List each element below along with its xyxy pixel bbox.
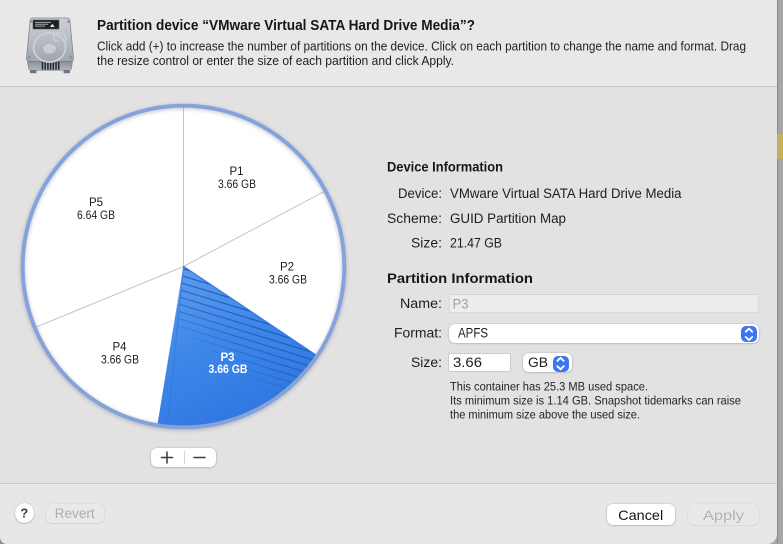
svg-text:3.66 GB: 3.66 GB bbox=[218, 179, 256, 191]
svg-text:GUID Partition Map: GUID Partition Map bbox=[450, 211, 566, 226]
svg-text:Device Information: Device Information bbox=[387, 160, 503, 175]
svg-text:P1: P1 bbox=[229, 166, 243, 178]
svg-text:6.64 GB: 6.64 GB bbox=[77, 210, 115, 222]
svg-text:Cancel: Cancel bbox=[618, 507, 663, 523]
svg-text:the minimum size above the use: the minimum size above the used size. bbox=[450, 408, 640, 422]
svg-text:P4: P4 bbox=[112, 341, 127, 353]
svg-text:Size:: Size: bbox=[411, 355, 442, 370]
svg-text:APFS: APFS bbox=[458, 325, 488, 340]
svg-text:Size:: Size: bbox=[411, 235, 442, 250]
svg-text:3.66 GB: 3.66 GB bbox=[209, 364, 248, 376]
svg-text:Revert: Revert bbox=[55, 506, 95, 521]
svg-text:the resize control or enter th: the resize control or enter the size of … bbox=[97, 53, 454, 68]
svg-text:Click add (+) to increase the: Click add (+) to increase the number of … bbox=[97, 38, 746, 53]
svg-text:Partition device “VMware Virtu: Partition device “VMware Virtual SATA Ha… bbox=[97, 18, 475, 34]
svg-text:?: ? bbox=[20, 505, 28, 520]
svg-text:Format:: Format: bbox=[394, 325, 442, 340]
svg-text:GB: GB bbox=[528, 355, 548, 370]
svg-text:Apply: Apply bbox=[703, 507, 744, 523]
svg-text:P2: P2 bbox=[280, 261, 294, 273]
svg-text:Scheme:: Scheme: bbox=[387, 211, 442, 226]
svg-text:P3: P3 bbox=[220, 352, 234, 364]
svg-text:21.47 GB: 21.47 GB bbox=[450, 235, 502, 250]
svg-text:P3: P3 bbox=[453, 297, 469, 312]
svg-text:3.66 GB: 3.66 GB bbox=[269, 275, 307, 287]
svg-text:P5: P5 bbox=[89, 197, 103, 209]
svg-text:This container has 25.3 MB use: This container has 25.3 MB used space. bbox=[450, 380, 648, 394]
svg-text:Partition Information: Partition Information bbox=[387, 271, 533, 286]
svg-text:Its minimum size is 1.14 GB. S: Its minimum size is 1.14 GB. Snapshot ti… bbox=[450, 394, 741, 408]
svg-text:VMware Virtual SATA Hard Drive: VMware Virtual SATA Hard Drive Media bbox=[450, 186, 682, 201]
svg-text:3.66 GB: 3.66 GB bbox=[101, 354, 139, 366]
svg-text:Name:: Name: bbox=[400, 296, 442, 311]
svg-text:Device:: Device: bbox=[398, 186, 442, 201]
svg-text:3.66: 3.66 bbox=[453, 355, 482, 370]
